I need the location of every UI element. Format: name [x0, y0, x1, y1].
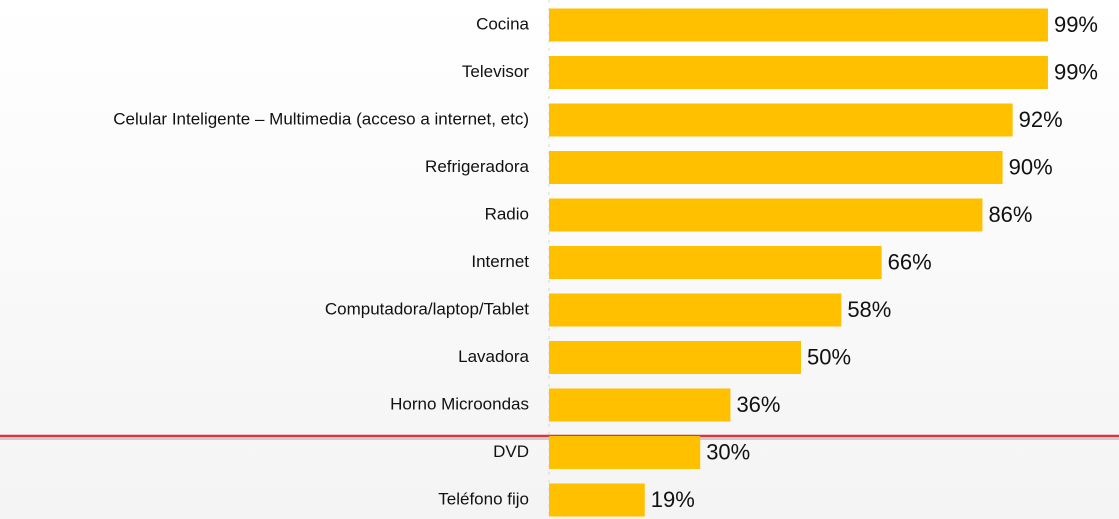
category-label: Lavadora [458, 347, 529, 366]
bar [549, 483, 645, 517]
bar [549, 246, 882, 279]
value-label: 90% [1009, 154, 1053, 179]
value-label: 36% [736, 392, 780, 417]
bar [549, 388, 731, 422]
bar [549, 151, 1003, 184]
category-label: Horno Microondas [390, 394, 529, 413]
bar [549, 293, 842, 327]
category-label: Cocina [476, 14, 529, 33]
category-label: DVD [493, 442, 529, 461]
value-label: 50% [807, 344, 851, 369]
bar [549, 8, 1048, 42]
bar [549, 103, 1013, 137]
category-label: Computadora/laptop/Tablet [325, 299, 529, 318]
category-label: Refrigeradora [425, 157, 529, 176]
value-label: 99% [1054, 12, 1098, 37]
value-label: 99% [1054, 59, 1098, 84]
category-label: Teléfono fijo [438, 489, 529, 508]
category-label: Internet [471, 252, 529, 271]
value-label: 92% [1019, 107, 1063, 132]
bar [549, 198, 983, 232]
bar [549, 341, 801, 374]
value-label: 66% [888, 249, 932, 274]
bar [549, 436, 701, 469]
value-label: 58% [847, 297, 891, 322]
value-label: 86% [988, 202, 1032, 227]
category-label: Radio [485, 204, 529, 223]
value-label: 30% [706, 439, 750, 464]
bar [549, 56, 1048, 89]
category-label: Celular Inteligente – Multimedia (acceso… [113, 109, 529, 128]
category-label: Televisor [462, 62, 529, 81]
value-label: 19% [651, 487, 695, 512]
